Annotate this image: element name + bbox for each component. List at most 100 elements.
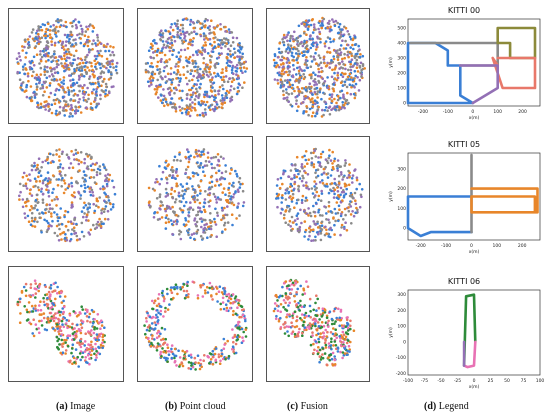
embedding-point (238, 55, 241, 58)
embedding-point (232, 185, 235, 188)
embedding-point (300, 87, 304, 90)
embedding-point (62, 299, 65, 303)
embedding-point (60, 81, 63, 84)
embedding-point (227, 299, 230, 303)
embedding-point (234, 190, 237, 193)
embedding-point (314, 114, 317, 118)
embedding-point (328, 358, 331, 362)
embedding-point (318, 348, 322, 352)
embedding-point (66, 48, 69, 51)
embedding-point (300, 22, 303, 25)
embedding-point (37, 188, 41, 192)
embedding-point (22, 68, 25, 71)
embedding-point (171, 205, 174, 209)
embedding-point (304, 61, 307, 64)
embedding-point (234, 169, 237, 173)
embedding-point (82, 44, 86, 48)
embedding-point (307, 158, 310, 161)
embedding-point (298, 76, 302, 79)
embedding-point (189, 206, 193, 209)
embedding-point (175, 222, 178, 226)
embedding-point (69, 238, 73, 241)
embedding-point (307, 187, 311, 191)
embedding-point (309, 310, 312, 313)
embedding-point (202, 359, 205, 362)
embedding-point (152, 39, 155, 43)
embedding-point (169, 78, 172, 82)
embedding-point (57, 101, 61, 104)
embedding-point (64, 322, 68, 325)
embedding-point (50, 78, 54, 82)
tsne-panel (8, 266, 124, 382)
embedding-point (111, 179, 114, 183)
embedding-point (16, 302, 19, 306)
embedding-point (203, 174, 207, 177)
embedding-point (322, 171, 326, 175)
embedding-point (314, 155, 318, 158)
embedding-point (44, 108, 47, 111)
embedding-point (332, 57, 336, 61)
embedding-point (186, 47, 190, 50)
embedding-point (321, 182, 325, 185)
embedding-point (229, 85, 233, 88)
embedding-point (280, 58, 284, 62)
embedding-point (195, 83, 198, 86)
embedding-point (178, 89, 182, 93)
embedding-point (211, 349, 215, 353)
embedding-point (89, 176, 93, 179)
embedding-point (338, 22, 342, 26)
embedding-point (49, 152, 52, 156)
embedding-point (312, 308, 315, 312)
y-tick-label: -100 (396, 355, 406, 361)
embedding-point (312, 71, 315, 74)
embedding-point (295, 175, 299, 179)
embedding-point (309, 343, 313, 347)
embedding-point (185, 59, 189, 63)
embedding-point (325, 182, 329, 186)
embedding-point (26, 310, 29, 314)
embedding-point (201, 113, 205, 117)
embedding-point (26, 318, 30, 321)
embedding-point (210, 103, 214, 107)
embedding-point (327, 218, 330, 222)
embedding-point (209, 187, 212, 191)
embedding-point (199, 82, 202, 86)
embedding-point (50, 40, 53, 43)
embedding-point (106, 93, 109, 97)
embedding-point (175, 213, 178, 217)
embedding-point (40, 28, 44, 32)
embedding-point (46, 182, 50, 185)
y-tick-label: 100 (397, 86, 406, 92)
embedding-point (322, 167, 326, 171)
embedding-point (172, 102, 175, 105)
embedding-point (53, 231, 57, 235)
embedding-point (158, 68, 162, 71)
embedding-point (229, 297, 233, 301)
embedding-point (287, 51, 290, 55)
embedding-point (349, 200, 352, 203)
embedding-point (152, 301, 156, 305)
embedding-point (28, 173, 31, 176)
embedding-point (89, 193, 93, 197)
embedding-point (214, 347, 218, 350)
embedding-point (241, 313, 245, 317)
embedding-point (311, 192, 315, 195)
embedding-point (52, 98, 56, 102)
embedding-point (169, 288, 173, 292)
embedding-point (81, 342, 84, 345)
embedding-point (289, 292, 292, 295)
embedding-point (314, 340, 318, 343)
embedding-point (285, 70, 288, 74)
embedding-point (295, 334, 298, 338)
embedding-point (64, 209, 67, 213)
embedding-point (300, 91, 304, 94)
embedding-point (81, 61, 85, 65)
embedding-point (316, 90, 320, 93)
embedding-point (208, 192, 212, 195)
embedding-point (325, 335, 329, 338)
embedding-point (37, 171, 41, 174)
embedding-point (95, 349, 98, 353)
embedding-point (344, 26, 348, 30)
embedding-point (301, 334, 304, 337)
embedding-point (351, 84, 354, 87)
